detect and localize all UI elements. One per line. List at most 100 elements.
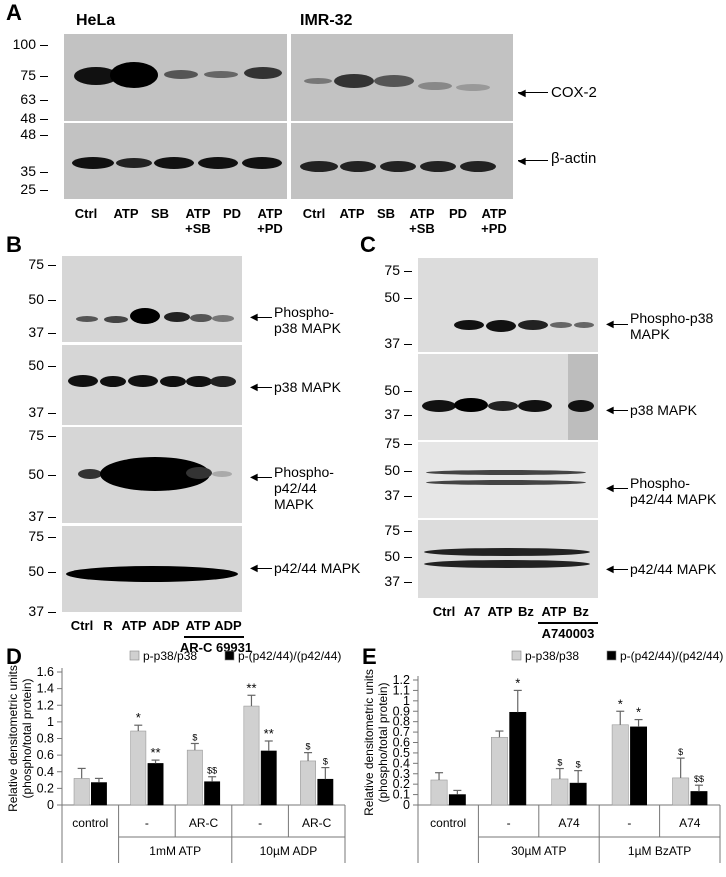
lane-a-imr-6: ATP +PD: [481, 206, 507, 236]
mw-b3-50: 50: [28, 466, 44, 482]
y-tick-label-e: 0.3: [393, 767, 410, 781]
mw-c4-75: 75: [384, 522, 400, 538]
lane-c-1: Ctrl: [432, 604, 456, 619]
group-label-d: 10µM ADP: [260, 844, 318, 858]
bar-d: [73, 778, 90, 806]
bar-d: [130, 730, 147, 806]
lane-a-imr-4: ATP +SB: [409, 206, 435, 236]
mw-c3-75: 75: [384, 435, 400, 451]
lane-c-4: Bz: [518, 604, 534, 619]
significance-mark-e: $: [678, 747, 683, 757]
lane-b-3: ATP: [121, 618, 147, 633]
lane-c-6: Bz: [573, 604, 589, 619]
cell-line-imr32: IMR-32: [300, 12, 353, 29]
significance-mark-e: $: [576, 760, 581, 770]
y-tick-label-e: 1: [403, 694, 410, 708]
mw-b1-37: 37: [28, 324, 44, 340]
lane-b-6: ADP: [214, 618, 242, 633]
mw-c1-75: 75: [384, 262, 400, 278]
lane-a-hela-5: PD: [222, 206, 242, 221]
bar-e: [448, 794, 466, 806]
significance-mark-e: *: [515, 675, 520, 690]
bar-d: [317, 778, 334, 806]
category-label-e: -: [507, 816, 511, 830]
bar-e: [509, 711, 527, 806]
y-axis-label-e: Relative densitometric units(phospho/tot…: [362, 669, 390, 816]
category-label-e: -: [627, 816, 631, 830]
lane-b-5: ATP: [185, 618, 211, 633]
significance-mark-d: $: [323, 757, 328, 767]
blot-b-p4244: [62, 526, 242, 612]
bar-e: [490, 736, 508, 806]
category-label-d: -: [258, 816, 262, 830]
y-tick-label-e: 0.5: [393, 746, 410, 760]
significance-mark-d: $: [306, 742, 311, 752]
bar-e: [569, 782, 587, 806]
blot-c-p4244: [418, 520, 598, 598]
y-tick-label-d: 0.2: [37, 781, 54, 795]
target-b-p38: p38 MAPK: [274, 379, 341, 395]
mw-c3-37: 37: [384, 487, 400, 503]
y-tick-label-e: 0.9: [393, 704, 410, 718]
significance-mark-d: $$: [207, 766, 217, 776]
blot-a-actin: [64, 123, 513, 199]
bar-d: [91, 782, 107, 806]
bar-e: [690, 791, 708, 806]
y-tick-label-d: 0: [47, 798, 54, 812]
target-c-p38: p38 MAPK: [630, 402, 697, 418]
bar-d: [186, 749, 203, 806]
lane-c-2: A7: [463, 604, 481, 619]
legend-swatch-d: [224, 650, 235, 661]
mw-a-48b: 48: [20, 126, 36, 142]
lane-a-hela-4: ATP +SB: [185, 206, 211, 236]
lane-a-hela-2: ATP: [113, 206, 139, 221]
lane-b-1: Ctrl: [70, 618, 94, 633]
y-tick-label-e: 1.2: [393, 673, 410, 687]
mw-b3-75: 75: [28, 427, 44, 443]
category-label-d: -: [145, 816, 149, 830]
panel-e-label: E: [362, 644, 377, 669]
blot-b-pp4244: [62, 427, 242, 523]
y-tick-label-d: 0.6: [37, 748, 54, 762]
target-b-p4244: p42/44 MAPK: [274, 560, 361, 576]
mw-b4-50: 50: [28, 563, 44, 579]
bar-e: [430, 779, 448, 806]
mw-b2-50: 50: [28, 357, 44, 373]
mw-a-63: 63: [20, 91, 36, 107]
y-tick-label-e: 0.7: [393, 725, 410, 739]
blot-b-p38: [62, 345, 242, 425]
significance-mark-d: **: [246, 680, 256, 695]
y-tick-label-d: 0.4: [37, 765, 54, 779]
mw-a-75: 75: [20, 67, 36, 83]
target-c-pp4244: Phospho- p42/44 MAPK: [630, 475, 717, 507]
lane-a-imr-5: PD: [448, 206, 468, 221]
lane-a-imr-2: ATP: [339, 206, 365, 221]
lane-b-4: ADP: [152, 618, 180, 633]
bar-e: [551, 778, 569, 806]
panel-a-label: A: [6, 0, 22, 25]
legend-label-d: p-p38/p38: [143, 649, 197, 663]
bar-e: [630, 726, 648, 806]
mw-c4-37: 37: [384, 573, 400, 589]
category-label-d: AR-C: [189, 816, 219, 830]
significance-mark-d: **: [264, 726, 274, 741]
bar-d: [300, 760, 316, 806]
group-label-e: 30µM ATP: [511, 844, 566, 858]
blot-c-pp4244: [418, 442, 598, 518]
y-tick-label-e: 0.1: [393, 788, 410, 802]
y-tick-label-d: 1.6: [37, 665, 54, 679]
legend-label-e: p-(p42/44)/(p42/44): [620, 649, 723, 663]
mw-c2-37: 37: [384, 406, 400, 422]
lane-a-imr-1: Ctrl: [302, 206, 326, 221]
lane-a-imr-3: SB: [376, 206, 396, 221]
mw-c4-50: 50: [384, 548, 400, 564]
mw-b4-75: 75: [28, 528, 44, 544]
lane-a-hela-3: SB: [150, 206, 170, 221]
mw-c1-37: 37: [384, 335, 400, 351]
mw-a-35: 35: [20, 163, 36, 179]
target-c-pp38: Phospho-p38 MAPK: [630, 310, 714, 342]
lane-b-2: R: [103, 618, 113, 633]
bar-e: [672, 777, 690, 806]
